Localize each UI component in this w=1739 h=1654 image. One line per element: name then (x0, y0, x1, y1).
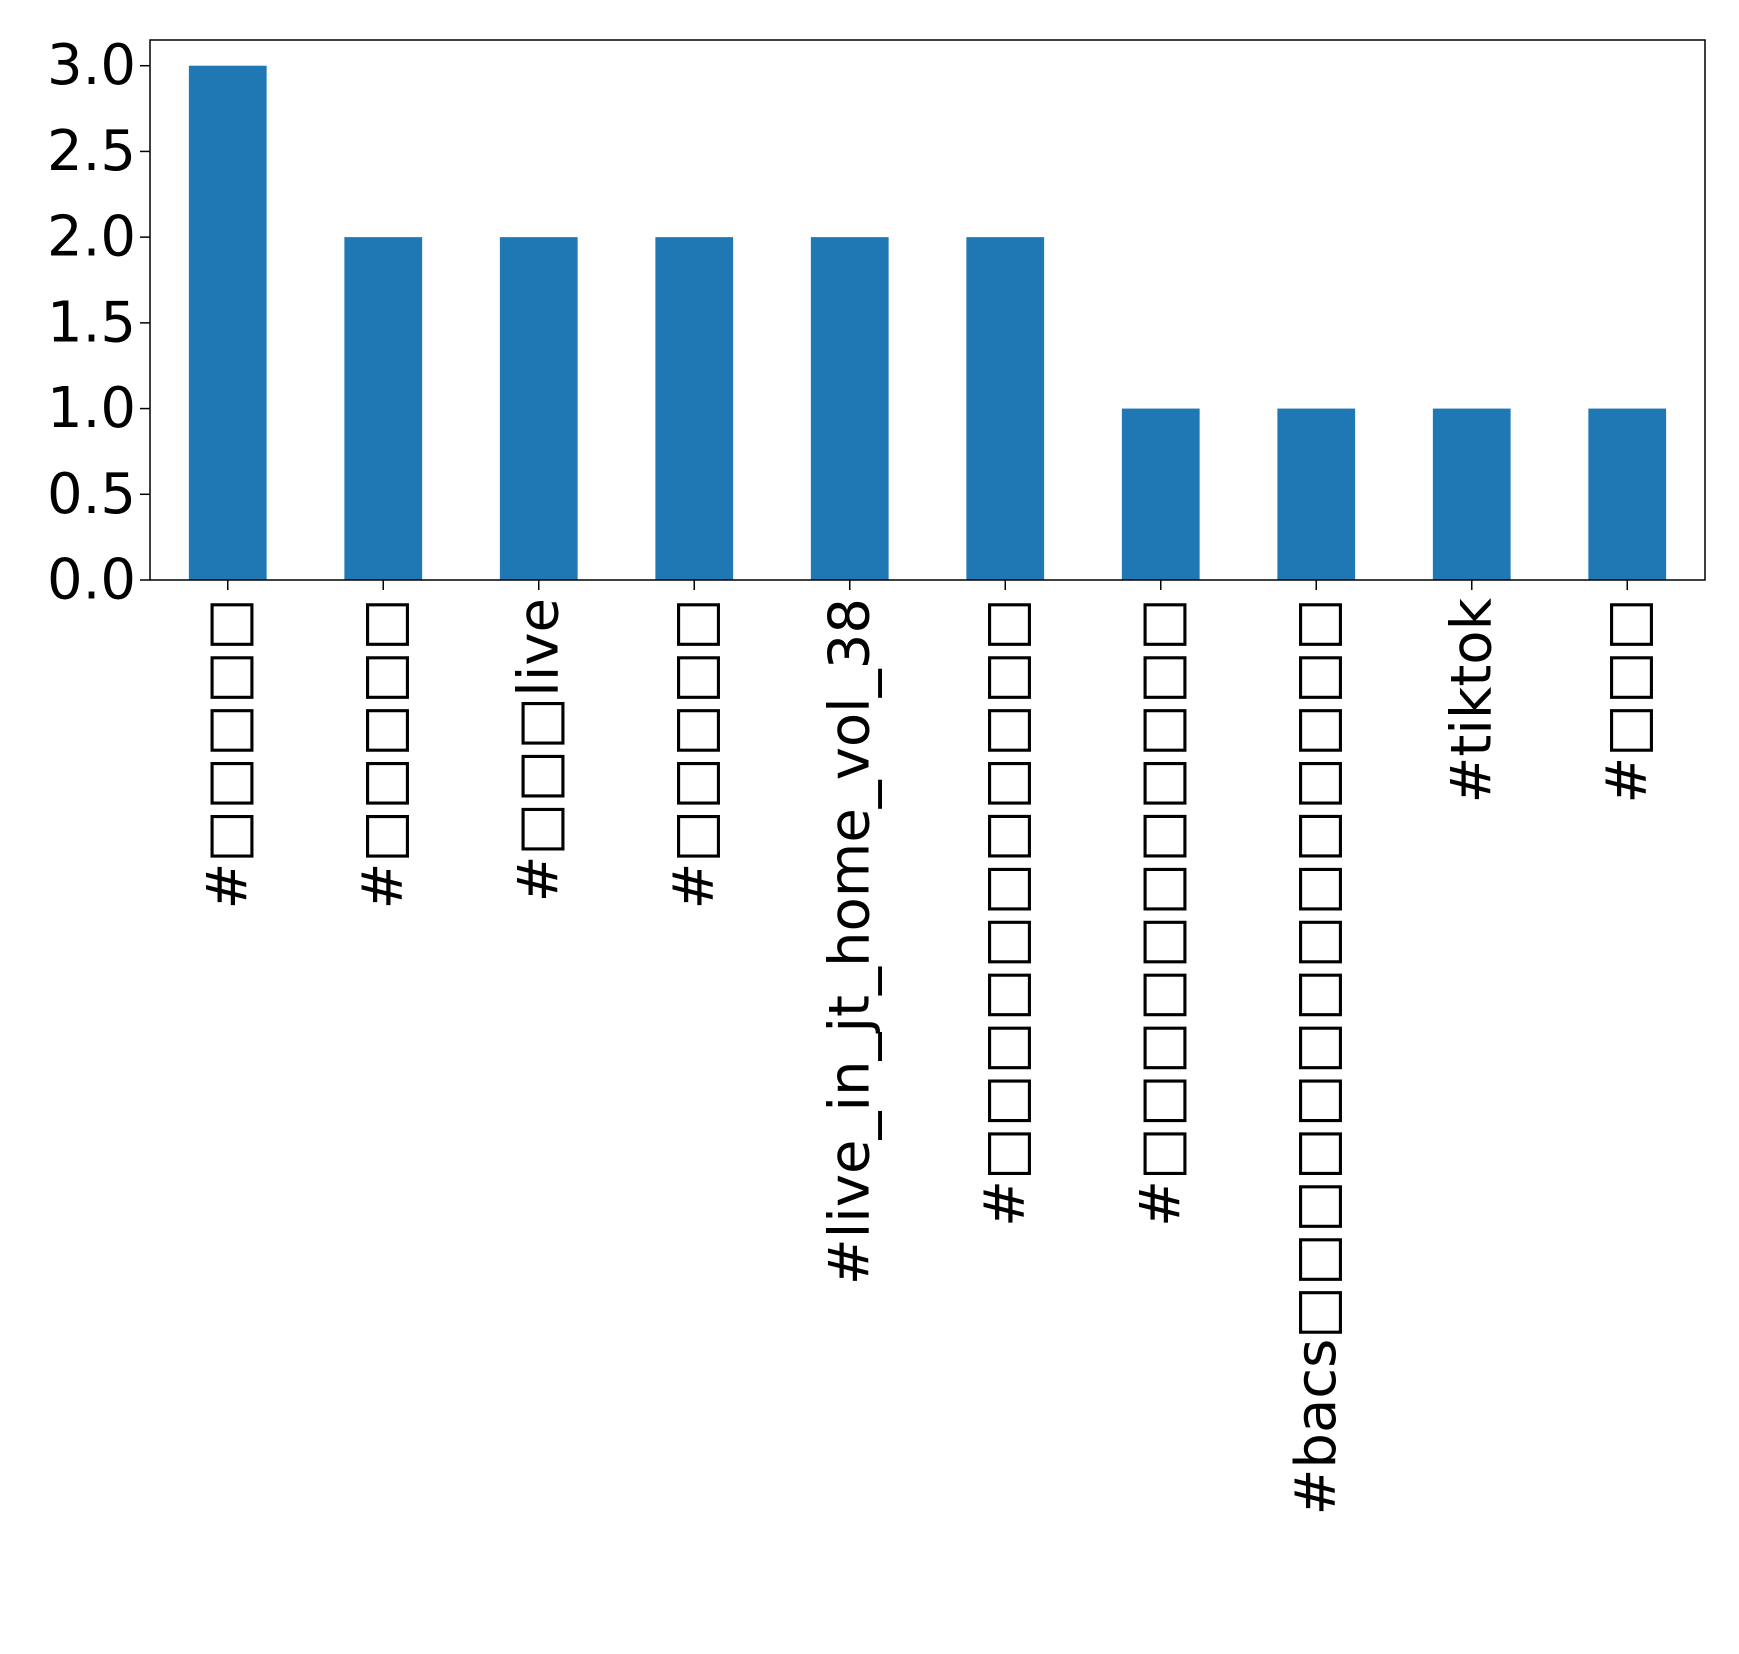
y-axis-ticks: 0.0 0.5 1.0 1.5 2.0 2.5 3.0 (47, 33, 150, 613)
y-tick-label: 0.0 (47, 548, 136, 613)
x-tick-label: #bacs□□□□□□□□□□□□□□ (1284, 598, 1349, 1516)
bar-2 (499, 237, 578, 580)
x-tick-label: #□□□□□□□□□□□ (973, 598, 1038, 1227)
x-tick-label: #□□□□□ (195, 598, 260, 909)
bar-6 (1121, 408, 1200, 580)
y-tick-label: 0.5 (47, 462, 136, 527)
axes-group (149, 39, 1706, 581)
y-tick-label: 1.5 (47, 290, 136, 355)
y-tick-label: 2.0 (47, 205, 136, 270)
bar-4 (810, 237, 889, 580)
bar-7 (1277, 408, 1356, 580)
axes-frame (149, 39, 1706, 581)
x-tick-label: #□□□□□□□□□□□ (1128, 598, 1193, 1227)
y-tick-label: 3.0 (47, 33, 136, 98)
y-tick-label: 1.0 (47, 376, 136, 441)
y-tick-label: 2.5 (47, 119, 136, 184)
bars-group (188, 65, 1667, 580)
bar-9 (1588, 408, 1667, 580)
bar-1 (344, 237, 423, 580)
x-tick-label: #□□□□□ (351, 598, 416, 909)
x-tick-label: #□□□live (506, 598, 571, 902)
x-tick-label: #□□□ (1595, 598, 1660, 804)
bar-0 (188, 65, 267, 580)
x-tick-label: #live_in_jt_home_vol_38 (817, 598, 882, 1285)
bar-3 (655, 237, 734, 580)
bar-8 (1432, 408, 1511, 580)
x-axis-ticks: #□□□□□ #□□□□□ #□□□live #□□□□□ #live_in_jt_ho… (195, 580, 1660, 1516)
bar-5 (966, 237, 1045, 580)
x-tick-label: #□□□□□ (662, 598, 727, 909)
x-tick-label: #tiktok (1439, 597, 1504, 803)
